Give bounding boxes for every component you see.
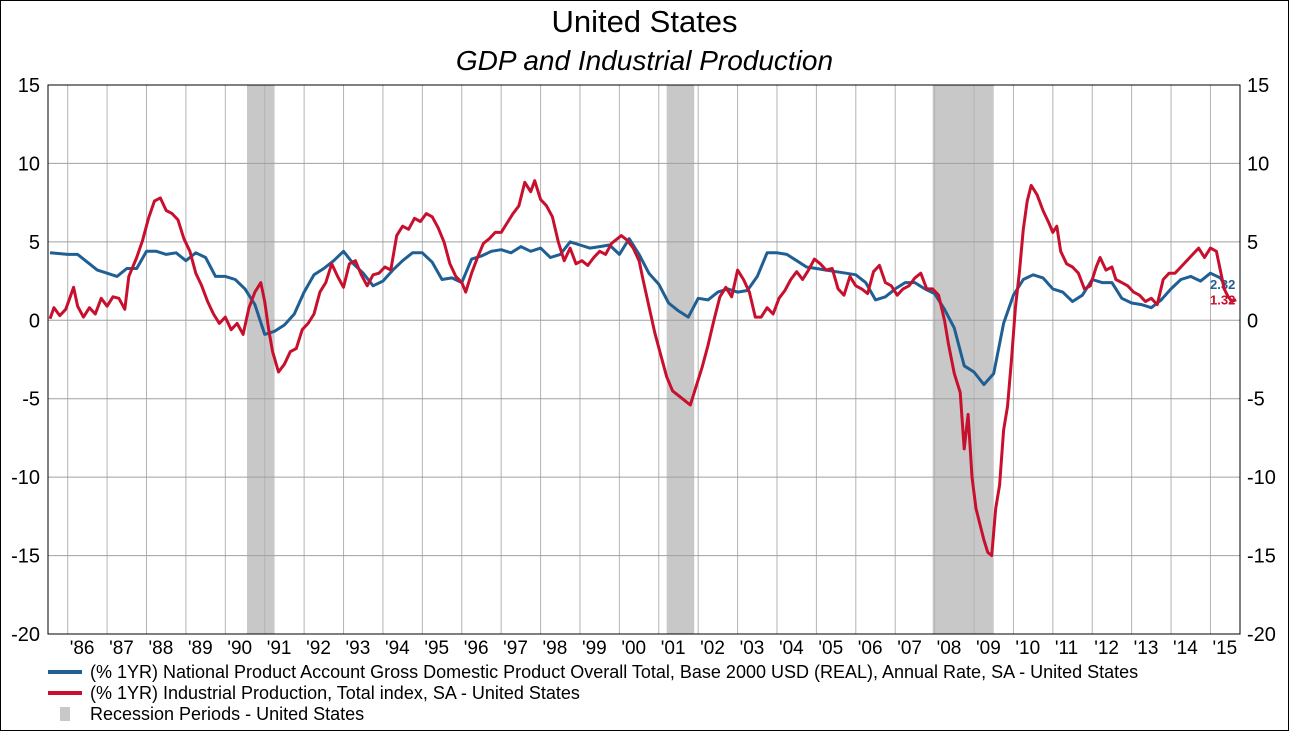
legend-label-gdp: (% 1YR) National Product Account Gross D… [90,662,1139,682]
y-tick-label-right: 15 [1247,75,1269,97]
y-tick-label-right: -10 [1247,467,1276,489]
x-tick-label: '15 [1212,638,1237,659]
y-tick-label-left: -15 [11,546,40,568]
x-tick-label: '91 [267,638,292,659]
x-tick-label: '06 [858,638,883,659]
x-tick-label: '89 [188,638,213,659]
plot-area-border [47,84,1241,635]
x-tick-label: '07 [897,638,922,659]
x-tick-label: '96 [464,638,489,659]
x-tick-label: '97 [503,638,528,659]
x-tick-label: '14 [1173,638,1198,659]
end-label-industrial-production: 1.32 [1210,293,1235,308]
x-tick-label: '03 [740,638,765,659]
y-tick-label-left: -20 [11,624,40,646]
chart-title: United States [551,4,738,39]
x-tick-label: '94 [385,638,410,659]
y-tick-label-left: 5 [29,232,40,254]
y-tick-label-right: -15 [1247,546,1276,568]
x-tick-label: '09 [976,638,1001,659]
y-tick-label-left: 15 [18,75,40,97]
x-tick-label: '92 [306,638,331,659]
x-tick-label: '10 [1015,638,1040,659]
legend-item-gdp: (% 1YR) National Product Account Gross D… [48,662,1138,683]
legend-item-ip: (% 1YR) Industrial Production, Total ind… [48,683,1138,704]
legend-item-recession: Recession Periods - United States [48,704,1138,725]
legend-label-recession: Recession Periods - United States [90,704,365,724]
x-tick-label: '04 [779,638,804,659]
x-tick-label: '87 [109,638,134,659]
y-tick-label-right: 5 [1247,232,1258,254]
y-tick-label-left: 10 [18,153,40,175]
x-tick-label: '93 [346,638,371,659]
x-tick-label: '02 [700,638,725,659]
legend-swatch-recession [60,707,70,722]
legend-swatch-ip [48,691,82,696]
x-tick-label: '99 [582,638,607,659]
x-tick-label: '11 [1055,638,1078,659]
x-tick-label: '13 [1134,638,1159,659]
x-tick-label: '05 [818,638,843,659]
y-tick-label-left: 0 [29,310,40,332]
chart-subtitle: GDP and Industrial Production [455,45,834,76]
x-tick-label: '95 [424,638,449,659]
y-tick-label-right: 10 [1247,153,1269,175]
series-line-industrial-production [48,179,1237,558]
x-tick-label: '08 [937,638,962,659]
y-tick-label-right: -5 [1247,389,1265,411]
x-tick-label: '00 [621,638,646,659]
recession-band [666,85,695,634]
y-tick-label-right: 0 [1247,310,1258,332]
legend: (% 1YR) National Product Account Gross D… [48,662,1138,725]
x-tick-label: '88 [149,638,174,659]
recession-band [246,85,275,634]
x-tick-label: '98 [543,638,568,659]
x-tick-label: '12 [1094,638,1119,659]
y-tick-label-right: -20 [1247,624,1276,646]
x-tick-label: '86 [70,638,95,659]
x-tick-label: '90 [227,638,252,659]
legend-swatch-gdp [48,670,82,675]
legend-label-ip: (% 1YR) Industrial Production, Total ind… [90,683,580,703]
y-tick-label-left: -5 [22,389,40,411]
series-line-gdp [49,237,1226,387]
y-tick-label-left: -10 [11,467,40,489]
x-tick-label: '01 [661,638,686,659]
